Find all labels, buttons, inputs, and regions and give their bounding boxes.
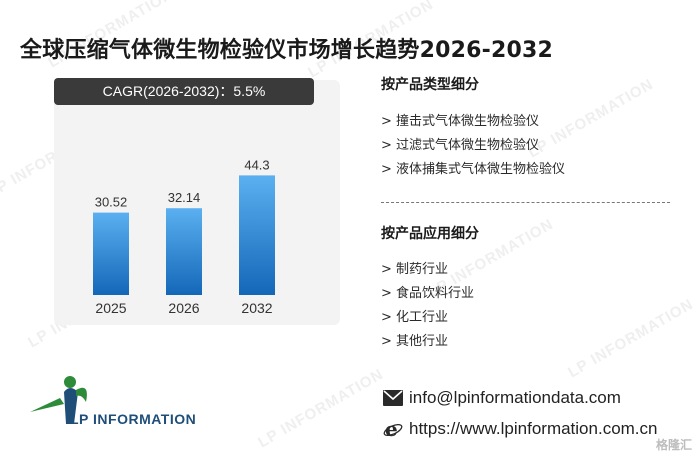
list-item: > 食品饮料行业: [381, 286, 475, 301]
corner-watermark: 格隆汇: [655, 438, 692, 452]
list-item: > 化工行业: [381, 310, 449, 325]
browser-e-icon: e: [383, 419, 403, 439]
logo-text: LP INFORMATION: [70, 411, 197, 427]
application-heading: 按产品应用细分: [381, 226, 479, 242]
bar-2032: [239, 175, 275, 295]
list-item: > 撞击式气体微生物检验仪: [381, 114, 540, 129]
list-item: > 液体捕集式气体微生物检验仪: [381, 162, 566, 177]
email-contact: info@lpinformationdata.com: [383, 388, 621, 408]
data-label: 32.14: [168, 190, 201, 205]
application-list: > 制药行业 > 食品饮料行业 > 化工行业 > 其他行业: [381, 258, 474, 354]
cagr-badge: CAGR(2026-2032)：5.5%: [54, 78, 314, 105]
bar-chart: 30.52 2025 32.14 2026 44.3 2032: [93, 157, 275, 316]
company-logo: [30, 376, 87, 424]
bar-2025: [93, 212, 129, 295]
data-label: 30.52: [95, 195, 128, 210]
list-item: > 其他行业: [381, 334, 449, 349]
product-type-list: > 撞击式气体微生物检验仪 > 过滤式气体微生物检验仪 > 液体捕集式气体微生物…: [381, 110, 565, 182]
list-item: > 制药行业: [381, 262, 449, 277]
section-divider: [381, 202, 670, 203]
page-title: 全球压缩气体微生物检验仪市场增长趋势2026-2032: [20, 38, 553, 63]
list-item: > 过滤式气体微生物检验仪: [381, 138, 540, 153]
envelope-icon: [383, 389, 403, 407]
email-link[interactable]: info@lpinformationdata.com: [409, 388, 621, 407]
bar-2026: [166, 208, 202, 295]
product-type-heading: 按产品类型细分: [381, 77, 479, 93]
website-contact: e https://www.lpinformation.com.cn: [383, 419, 657, 439]
data-label: 44.3: [244, 157, 269, 172]
x-tick-label: 2025: [95, 300, 126, 316]
x-tick-label: 2026: [168, 300, 199, 316]
watermark-text: LP INFORMATION: [565, 295, 697, 382]
website-link[interactable]: https://www.lpinformation.com.cn: [409, 419, 658, 438]
watermark-text: LP INFORMATION: [255, 365, 387, 452]
x-tick-label: 2032: [241, 300, 272, 316]
